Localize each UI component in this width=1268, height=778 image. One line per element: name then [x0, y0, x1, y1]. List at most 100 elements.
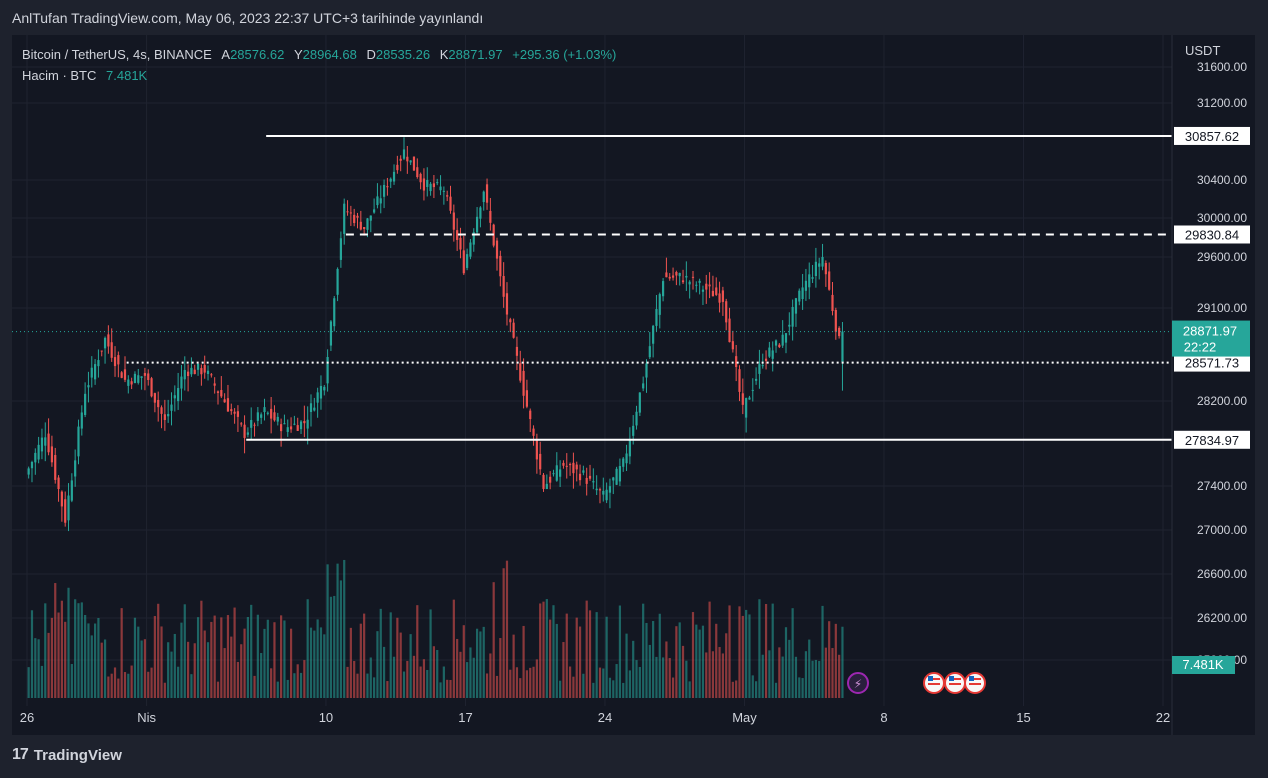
- candle-body: [612, 477, 615, 481]
- volume-bar: [774, 682, 778, 698]
- close-value: 28871.97: [448, 47, 503, 62]
- volume-bar: [711, 651, 715, 698]
- volume-bar: [100, 642, 103, 698]
- candle-body: [406, 156, 409, 162]
- volume-bar: [512, 634, 515, 698]
- volume-bar: [605, 616, 608, 698]
- volume-bar: [306, 599, 309, 698]
- volume-bar: [701, 625, 705, 698]
- candle-body: [412, 156, 416, 171]
- volume-bar: [715, 623, 718, 698]
- candle-body: [84, 393, 87, 415]
- volume-bar: [721, 653, 724, 698]
- candle-body: [386, 186, 389, 188]
- candle-body: [804, 280, 808, 291]
- volume-bar: [442, 666, 445, 698]
- candle-body: [266, 412, 269, 414]
- candle-body: [37, 444, 40, 460]
- volume-bar: [814, 659, 817, 698]
- volume-bar: [243, 628, 246, 698]
- volume-bar: [203, 630, 206, 698]
- volume-bar: [363, 613, 366, 698]
- candle-body: [293, 423, 296, 425]
- volume-bar: [565, 613, 568, 698]
- candle-body: [485, 184, 489, 203]
- volume-bar: [376, 631, 379, 698]
- candle-body: [336, 268, 339, 295]
- volume-bar: [648, 644, 651, 698]
- volume-bar: [190, 674, 193, 698]
- candle-body: [309, 403, 313, 412]
- volume-bar: [316, 619, 319, 698]
- volume-bar: [529, 667, 532, 698]
- candle-body: [821, 256, 824, 267]
- volume-bar: [123, 672, 127, 698]
- volume-bar: [429, 609, 432, 698]
- volume-bar: [485, 673, 489, 698]
- volume-bar: [333, 595, 336, 698]
- volume-bar: [522, 625, 525, 698]
- candle-body: [751, 389, 754, 391]
- candle-body: [253, 424, 256, 426]
- grid: [12, 35, 1172, 706]
- volume-bar: [824, 647, 827, 698]
- candle-body: [373, 209, 376, 213]
- volume-bar: [263, 628, 266, 698]
- volume-bar: [595, 612, 598, 698]
- candle-body: [90, 367, 93, 378]
- candle-body: [515, 346, 519, 356]
- volume-bar: [416, 605, 419, 698]
- volume-bar: [140, 640, 143, 698]
- volume-bar: [369, 657, 372, 698]
- volume-bar: [788, 639, 791, 698]
- volume-bar: [502, 568, 505, 698]
- volume-bar: [137, 626, 140, 698]
- candle-body: [841, 331, 844, 363]
- candle-body: [250, 419, 253, 428]
- candle-body: [97, 360, 100, 367]
- level-label: 27834.97: [1185, 433, 1239, 448]
- candle-body: [728, 318, 731, 343]
- candle-body: [761, 365, 764, 367]
- volume-bar: [685, 660, 688, 698]
- candle-body: [280, 424, 283, 432]
- currency-label[interactable]: USDT: [1185, 43, 1221, 58]
- volume-bar: [74, 599, 77, 698]
- volume-bar: [618, 605, 622, 698]
- candle-body: [243, 424, 246, 438]
- axes: 31600.00 31200.00 30400.00 30000.00 29600.00…: [20, 35, 1250, 735]
- x-tick-label: 26: [20, 710, 34, 725]
- publish-header: AnlTufan TradingView.com, May 06, 2023 2…: [12, 10, 484, 26]
- volume-bar: [366, 673, 369, 698]
- volume-bar: [44, 603, 47, 698]
- candle-body: [270, 408, 273, 419]
- candle-body: [715, 287, 718, 295]
- volume-bar: [499, 638, 502, 698]
- candle-body: [107, 334, 110, 347]
- volume-bar: [754, 681, 758, 698]
- volume-label[interactable]: Hacim · BTC: [22, 68, 97, 83]
- volume-bar: [64, 621, 67, 698]
- volume-bar: [246, 616, 249, 698]
- candle-body: [220, 390, 223, 397]
- candle-body: [588, 475, 592, 479]
- volume-bar: [250, 604, 253, 698]
- candle-body: [615, 468, 618, 485]
- volume-bar: [392, 656, 396, 698]
- symbol-label[interactable]: Bitcoin / TetherUS, 4s, BINANCE: [22, 47, 212, 62]
- volume-bar: [804, 651, 808, 698]
- price-chart[interactable]: 30857.62 29830.84 28571.73 27834.97 31600.0…: [12, 35, 1255, 735]
- volume-bar: [97, 617, 100, 698]
- lightning-icon[interactable]: [847, 672, 869, 694]
- volume-bar: [505, 560, 509, 698]
- level-label-box: [1174, 225, 1250, 244]
- y-tick-label: 30000.00: [1197, 211, 1247, 225]
- candle-body: [236, 411, 240, 417]
- candle-body: [814, 261, 817, 277]
- footer-brand[interactable]: 17 TradingView: [12, 746, 122, 764]
- volume-bar: [725, 633, 728, 698]
- volume-bar: [210, 621, 213, 698]
- volume-tag-value: 7.481K: [1182, 657, 1224, 672]
- high-label: Y: [293, 47, 303, 62]
- y-tick-label: 29100.00: [1197, 301, 1247, 315]
